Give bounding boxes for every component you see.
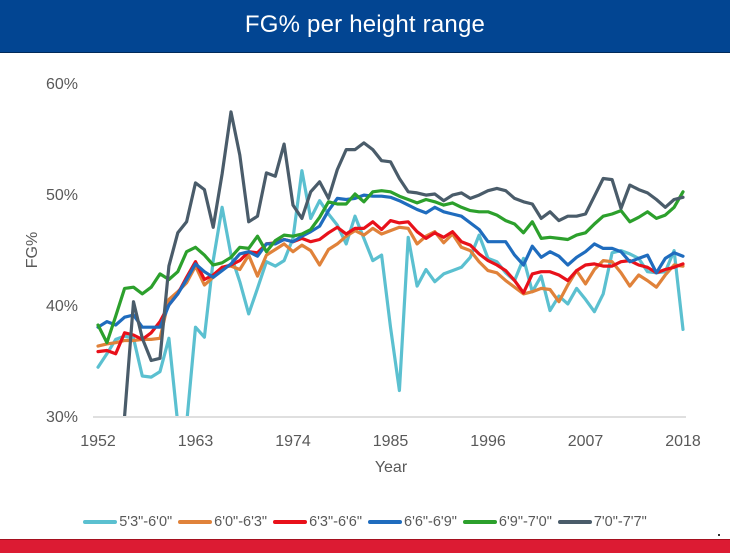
- legend-item: 5'3"-6'0": [83, 514, 172, 530]
- y-tick-label: 30%: [46, 409, 78, 426]
- legend-swatch: [83, 520, 118, 524]
- legend-item: 6'3"-6'6": [273, 514, 362, 530]
- footer-bar: [0, 539, 730, 553]
- series-line-3: [96, 193, 685, 329]
- x-tick-label: 1974: [275, 433, 311, 450]
- legend-item: 6'0"-6'3": [178, 514, 267, 530]
- legend-label: 6'9"-7'0": [498, 514, 552, 530]
- legend-item: 6'9"-7'0": [462, 514, 552, 530]
- legend: 5'3"-6'0" 6'0"-6'3" 6'3"-6'6" 6'6"-6'9" 6'9"…: [0, 514, 730, 530]
- x-tick-label: 2018: [665, 433, 701, 450]
- legend-label: 7'0"-7'7": [593, 514, 647, 530]
- footer-dot: [718, 534, 720, 536]
- legend-label: 6'0"-6'3": [214, 514, 268, 530]
- legend-swatch: [557, 520, 592, 524]
- legend-label: 5'3"-6'0": [119, 514, 173, 530]
- legend-swatch: [273, 520, 308, 524]
- y-axis-label: FG%: [24, 232, 41, 268]
- x-tick-label: 2007: [568, 433, 604, 450]
- y-tick-label: 40%: [46, 298, 78, 315]
- legend-item: 7'0"-7'7": [557, 514, 647, 530]
- chart-title: FG% per height range: [244, 11, 486, 38]
- x-tick-label: 1996: [470, 433, 506, 450]
- series-line-4: [96, 189, 685, 345]
- series-line-0: [96, 169, 685, 416]
- legend-label: 6'3"-6'6": [309, 514, 362, 530]
- legend-label: 6'6"-6'9": [404, 514, 457, 530]
- legend-item: 6'6"-6'9": [368, 514, 457, 530]
- x-tick-label: 1952: [80, 433, 116, 450]
- legend-swatch: [178, 520, 213, 524]
- legend-swatch: [368, 520, 402, 524]
- x-tick-label: 1985: [373, 433, 409, 450]
- x-axis-label: Year: [375, 459, 408, 476]
- x-tick-label: 1963: [178, 433, 214, 450]
- axes: 30% 40% 50% 60% 1952 1963 1974 1985 1996 2007 2018: [46, 76, 701, 450]
- series-line-2: [96, 219, 685, 356]
- y-tick-label: 60%: [46, 76, 78, 93]
- legend-swatch: [462, 520, 497, 524]
- title-banner: FG% per height range: [0, 0, 730, 53]
- y-tick-label: 50%: [46, 187, 78, 204]
- series-line-5: [123, 110, 685, 416]
- series-lines: [96, 110, 685, 416]
